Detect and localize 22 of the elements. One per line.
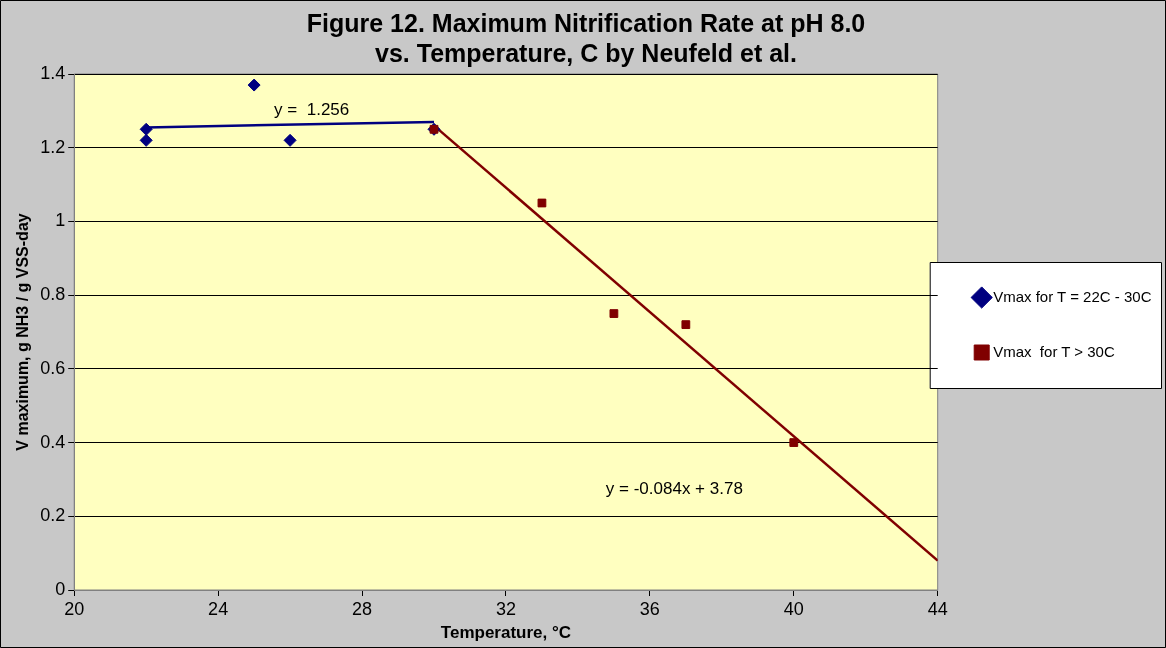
- y-tick-label: 0.8: [40, 284, 66, 305]
- x-axis-title: Temperature, °C: [440, 623, 572, 643]
- annotation: y = 1.256: [274, 99, 350, 119]
- annotation: y = -0.084x + 3.78: [605, 479, 743, 499]
- x-tick-label: 28: [352, 598, 373, 619]
- y-tick-label: 1: [55, 210, 66, 231]
- y-tick-label: 0.4: [40, 431, 66, 452]
- y-axis-title: V maximum, g NH3 / g VSS-day: [14, 213, 32, 451]
- x-tick-label: 44: [927, 598, 948, 619]
- x-tick-label: 40: [783, 598, 804, 619]
- x-tick-label: 32: [495, 598, 516, 619]
- legend-label: Vmax for T = 22C - 30C: [993, 287, 1152, 305]
- x-tick-label: 36: [639, 598, 660, 619]
- y-tick-label: 0: [55, 578, 66, 599]
- x-tick-label: 24: [208, 598, 229, 619]
- y-tick-label: 0.2: [40, 505, 66, 526]
- x-tick-label: 20: [64, 598, 85, 619]
- y-tick-label: 1.2: [40, 136, 66, 157]
- y-tick-label: 1.4: [40, 62, 66, 83]
- y-tick-label: 0.6: [40, 357, 66, 378]
- chart-title: Figure 12. Maximum Nitrification Rate at pH 8.0 vs. Temperature, C by Neufeld et al.: [306, 8, 866, 67]
- legend-label: Vmax for T > 30C: [993, 342, 1115, 360]
